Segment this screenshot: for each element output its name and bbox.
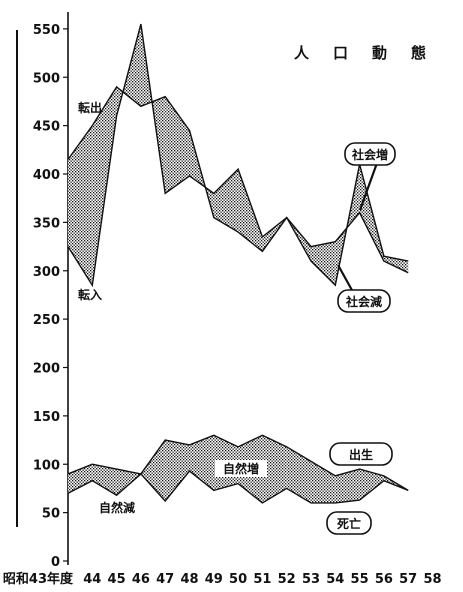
x-axis-ticks: 昭和43年度 44 45 46 47 48 49 50 51 52 53 54 55 56 57 58 [3,571,442,587]
x-tick-label: 44 [83,572,101,587]
social-balance-fill [311,241,336,286]
callout-social-increase: 社会増 [351,147,388,162]
natural-balance-fill [189,435,214,491]
series-label-outflow: 転出 [78,100,102,115]
social-balance-fill [213,169,239,233]
x-tick-label: 45 [108,572,126,587]
y-tick-label: 300 [33,265,60,280]
x-tick-label: 46 [132,572,150,587]
callout-births: 出生 [349,447,373,462]
callout-natural-increase: 自然増 [223,461,259,476]
y-tick-label: 350 [33,216,60,231]
social-balance-fill [238,169,263,252]
callout-leaders [337,162,379,293]
callout-births-box [329,442,393,466]
y-tick-label: 400 [33,168,60,183]
y-tick-label: 250 [33,313,60,328]
callout-social-decrease: 社会減 [345,294,382,309]
natural-balance-fill [116,469,141,496]
inflow-line [67,23,409,288]
natural-balance-fill [311,461,336,503]
y-tick-label: 450 [33,120,60,135]
x-tick-label: 50 [229,572,247,587]
natural-balance-fill [335,469,360,503]
callout-deaths: 死亡 [337,516,361,531]
natural-balance-fill [286,446,311,503]
y-tick-label: 550 [33,23,60,38]
callout-social-decrease-box [337,289,391,313]
chart-title: 人口動態 [294,44,450,62]
natural-balance-fill [165,440,190,502]
natural-balance-fill [359,469,384,501]
y-tick-label: 150 [33,410,60,425]
natural-balance-fill [262,435,287,503]
deaths-line [67,470,409,504]
x-tick-label: 55 [351,572,369,587]
social-balance-fill [165,96,190,194]
x-tick-label: 48 [180,572,198,587]
outflow-line [67,85,409,287]
natural-increase-label-bg [215,460,267,477]
x-tick-label: 51 [253,572,271,587]
natural-balance-fill [92,464,117,496]
callout-natural-decrease: 自然減 [99,500,135,515]
series-lines [67,23,409,504]
social-balance-fill [68,125,93,286]
natural-balance-fill [140,440,166,502]
y-tick-label: 100 [33,458,60,473]
x-tick-label: 57 [399,572,417,587]
x-tick-label: 49 [205,572,223,587]
series-label-inflow: 転入 [78,287,102,302]
x-tick-label: 昭和43年度 [3,571,74,587]
social-balance-fill [92,86,117,286]
y-tick-label: 200 [33,362,60,377]
y-tick-label: 500 [33,71,60,86]
x-tick-label: 58 [423,572,441,587]
y-tick-label: 50 [42,507,60,522]
x-tick-label: 56 [375,572,393,587]
x-tick-label: 53 [302,572,320,587]
x-tick-label: 47 [156,572,174,587]
callout-social-increase-box [344,142,396,166]
callout-deaths-box [326,511,372,535]
difference-fills [68,24,409,503]
x-tick-label: 52 [278,572,296,587]
y-tick-label: 0 [51,555,60,570]
x-tick-label: 54 [326,572,344,587]
y-axis-ticks: 0 50 100 150 200 250 300 350 400 450 500 550 [33,23,68,570]
births-line [67,434,409,491]
